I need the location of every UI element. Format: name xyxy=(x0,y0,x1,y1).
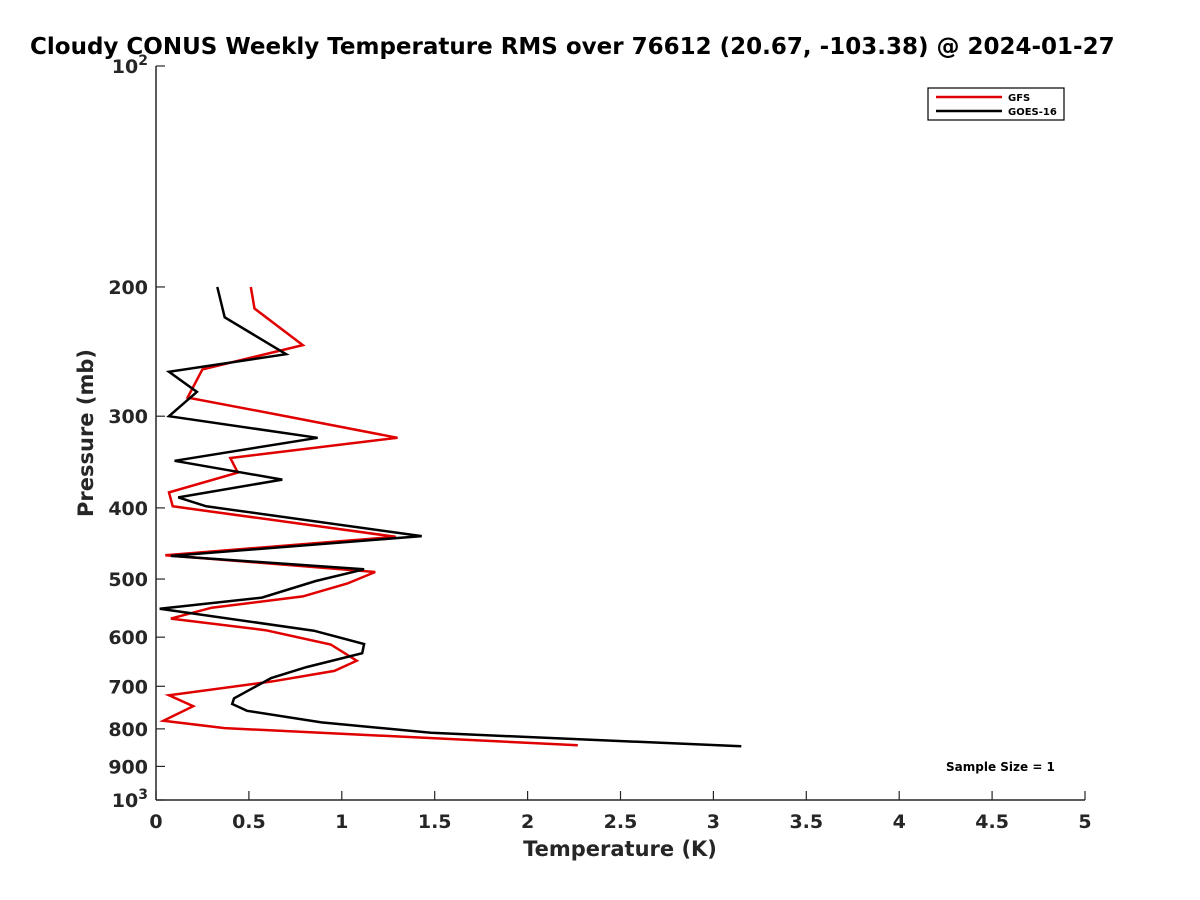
x-tick-label: 2.5 xyxy=(604,811,638,833)
y-tick-label: 900 xyxy=(108,756,148,778)
legend-box xyxy=(927,87,1065,121)
x-tick-label: 1 xyxy=(335,811,348,833)
x-tick-label: 3 xyxy=(707,811,720,833)
x-tick-label: 2 xyxy=(521,811,534,833)
legend-label-goes16: GOES-16 xyxy=(1008,107,1057,118)
x-tick-label: 0.5 xyxy=(232,811,266,833)
x-tick-label: 4.5 xyxy=(975,811,1009,833)
axes xyxy=(155,66,1085,801)
x-tick-label: 1.5 xyxy=(418,811,452,833)
y-tick-label: 200 xyxy=(108,277,148,299)
x-tick-label: 3.5 xyxy=(789,811,823,833)
y-tick-label: 400 xyxy=(108,498,148,520)
y-axis-ticks: 102 200 300 400 500 600 700 800 900 103 xyxy=(108,53,165,812)
y-tick-label: 600 xyxy=(108,627,148,649)
y-tick-label: 102 xyxy=(112,53,148,78)
x-tick-label: 5 xyxy=(1078,811,1091,833)
legend-label-gfs: GFS xyxy=(1008,93,1030,104)
y-tick-label: 800 xyxy=(108,719,148,741)
series-layer xyxy=(159,286,742,748)
y-tick-label: 700 xyxy=(108,676,148,698)
x-axis-label: Temperature (K) xyxy=(523,837,717,861)
legend: GFS GOES-16 xyxy=(927,87,1065,121)
sample-size-annotation: Sample Size = 1 xyxy=(946,760,1055,774)
y-tick-label: 500 xyxy=(108,569,148,591)
x-tick-label: 0 xyxy=(149,811,162,833)
series-line-goes16 xyxy=(159,286,742,748)
chart-title: Cloudy CONUS Weekly Temperature RMS over… xyxy=(30,34,1115,60)
x-tick-label: 4 xyxy=(893,811,906,833)
y-axis-label: Pressure (mb) xyxy=(74,349,98,517)
x-axis-ticks: 0 0.5 1 1.5 2 2.5 3 3.5 4 4.5 5 xyxy=(149,791,1092,833)
series-line-gfs xyxy=(159,286,578,747)
y-tick-label: 103 xyxy=(112,787,148,812)
y-tick-label: 300 xyxy=(108,406,148,428)
